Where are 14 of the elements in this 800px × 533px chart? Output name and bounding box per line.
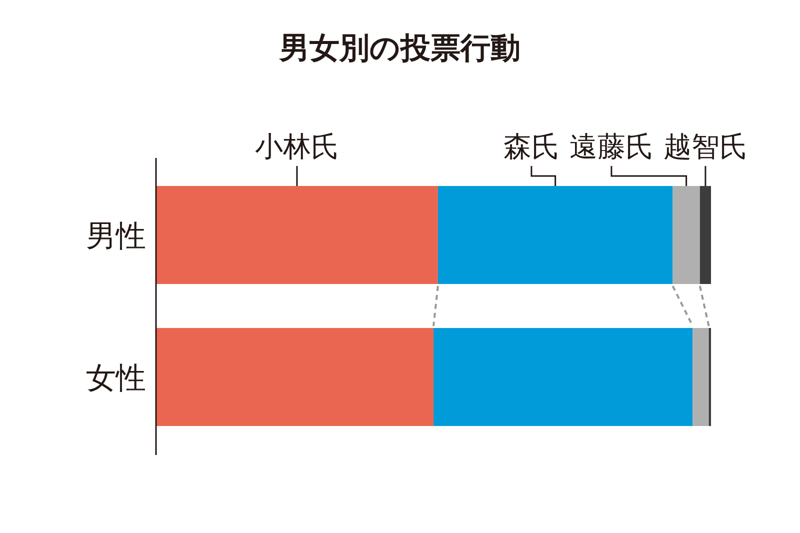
series-label: 森氏 bbox=[503, 130, 560, 163]
series-label: 遠藤氏 bbox=[569, 130, 654, 163]
chart-title: 男女別の投票行動 bbox=[278, 31, 520, 66]
bar bbox=[156, 186, 438, 284]
bar bbox=[434, 328, 693, 426]
bar bbox=[438, 186, 673, 284]
series-label: 小林氏 bbox=[254, 130, 339, 163]
series-label: 越智氏 bbox=[663, 130, 748, 163]
bar bbox=[156, 328, 434, 426]
bar bbox=[672, 186, 700, 284]
y-tick-label: 女性 bbox=[86, 361, 146, 396]
bar bbox=[700, 186, 711, 284]
bar bbox=[692, 328, 709, 426]
y-tick-label: 男性 bbox=[86, 219, 146, 254]
